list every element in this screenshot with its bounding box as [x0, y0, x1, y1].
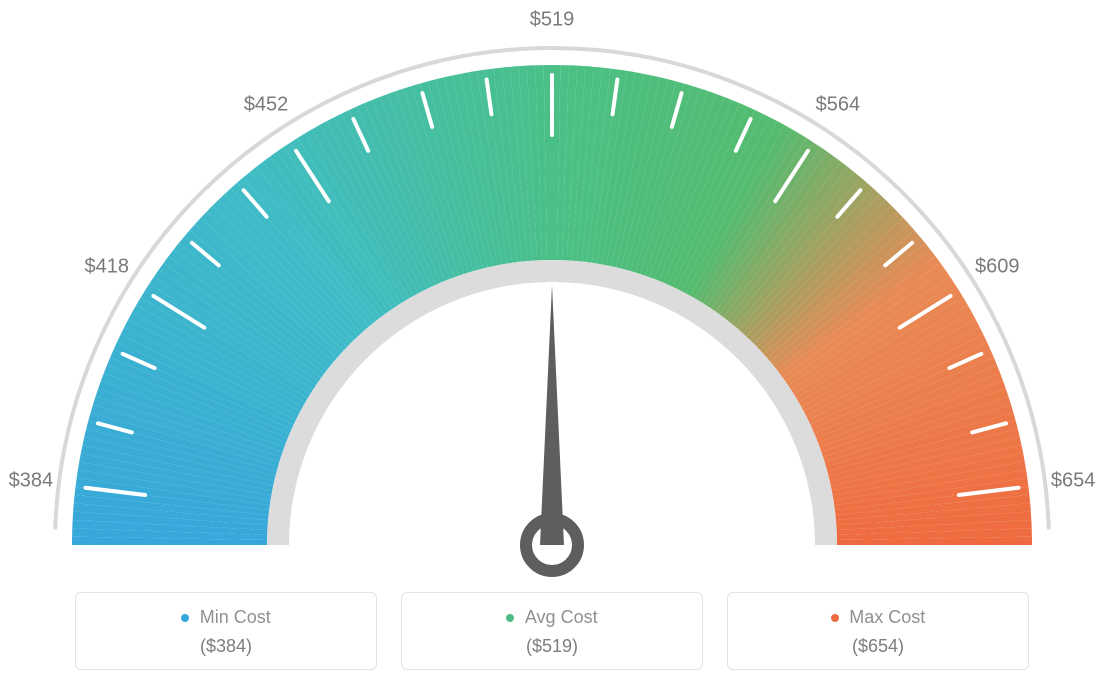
- legend: Min Cost ($384) Avg Cost ($519) Max Cost…: [0, 592, 1104, 670]
- legend-card-avg: Avg Cost ($519): [401, 592, 703, 670]
- legend-header-min: Min Cost: [76, 607, 376, 628]
- legend-card-min: Min Cost ($384): [75, 592, 377, 670]
- legend-card-max: Max Cost ($654): [727, 592, 1029, 670]
- dot-min-icon: [181, 614, 189, 622]
- legend-label-max: Max Cost: [849, 607, 925, 627]
- legend-value-max: ($654): [728, 636, 1028, 657]
- legend-label-min: Min Cost: [200, 607, 271, 627]
- gauge-tick-label: $519: [530, 9, 575, 32]
- legend-value-avg: ($519): [402, 636, 702, 657]
- gauge-tick-label: $418: [85, 255, 130, 278]
- gauge-tick-label: $609: [975, 255, 1020, 278]
- legend-label-avg: Avg Cost: [525, 607, 598, 627]
- dot-avg-icon: [506, 614, 514, 622]
- gauge-tick-label: $384: [9, 470, 54, 493]
- gauge-tick-label: $564: [816, 93, 861, 116]
- legend-value-min: ($384): [76, 636, 376, 657]
- legend-header-max: Max Cost: [728, 607, 1028, 628]
- dot-max-icon: [831, 614, 839, 622]
- gauge: $384 $418 $452 $519 $564 $609 $654: [0, 0, 1104, 580]
- legend-header-avg: Avg Cost: [402, 607, 702, 628]
- chart-container: $384 $418 $452 $519 $564 $609 $654 Min Cost ($…: [0, 0, 1104, 690]
- gauge-tick-label: $452: [244, 93, 289, 116]
- gauge-svg: [0, 0, 1104, 580]
- gauge-tick-label: $654: [1051, 470, 1096, 493]
